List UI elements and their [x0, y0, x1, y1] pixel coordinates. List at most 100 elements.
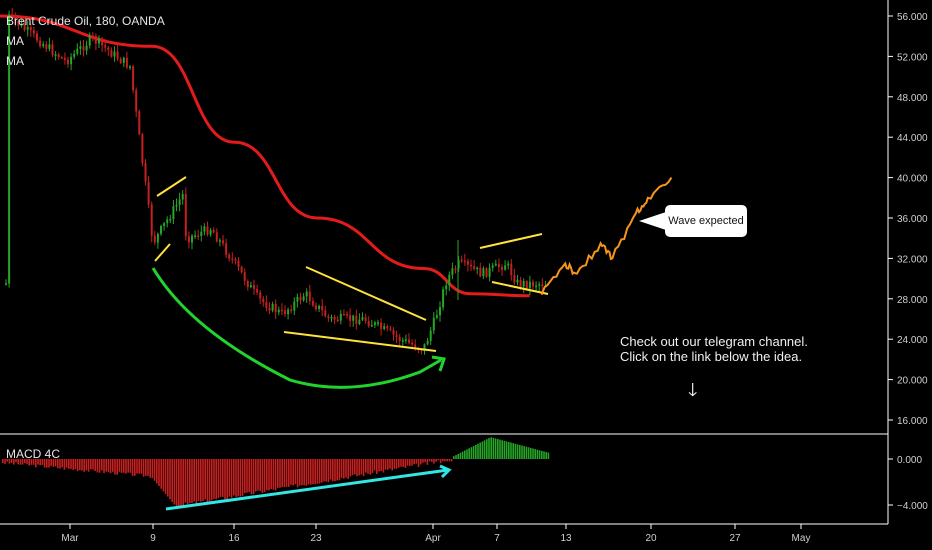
candle-body[interactable]	[14, 15, 17, 21]
candle-body[interactable]	[8, 14, 11, 284]
channel-bottom-line[interactable]	[491, 281, 549, 295]
candle-body[interactable]	[392, 329, 395, 335]
candle-body[interactable]	[163, 223, 166, 227]
candle-body[interactable]	[494, 263, 497, 266]
candle-body[interactable]	[448, 274, 451, 286]
candle-body[interactable]	[367, 320, 370, 326]
candle-body[interactable]	[352, 315, 355, 321]
macd-divergence-arrow[interactable]	[165, 468, 449, 511]
wedge-top-line[interactable]	[305, 266, 427, 321]
candle-body[interactable]	[333, 317, 336, 320]
indicator-ma-2[interactable]: MA	[6, 54, 24, 68]
candle-body[interactable]	[110, 50, 113, 57]
candle-body[interactable]	[82, 46, 85, 51]
time-axis[interactable]: Mar 9 16 23 Apr 7 13 20 27 May	[61, 524, 810, 544]
candle-body[interactable]	[132, 66, 135, 91]
candle-body[interactable]	[389, 328, 392, 331]
candle-body[interactable]	[169, 219, 172, 221]
candle-body[interactable]	[191, 235, 193, 243]
candle-body[interactable]	[70, 56, 73, 65]
candle-body[interactable]	[411, 342, 414, 345]
candle-body[interactable]	[346, 314, 348, 316]
candle-body[interactable]	[435, 315, 438, 318]
candle-body[interactable]	[364, 317, 367, 321]
candle-body[interactable]	[88, 35, 91, 46]
candle-body[interactable]	[76, 48, 79, 54]
candle-body[interactable]	[101, 38, 104, 46]
candle-body[interactable]	[243, 272, 246, 281]
flag-bottom-line[interactable]	[154, 243, 171, 262]
candle-body[interactable]	[42, 44, 45, 47]
candle-body[interactable]	[541, 284, 544, 287]
candle-body[interactable]	[135, 90, 138, 112]
candle-body[interactable]	[336, 319, 339, 322]
candle-body[interactable]	[349, 314, 352, 321]
candle-body[interactable]	[507, 263, 510, 266]
candle-body[interactable]	[538, 284, 541, 286]
candle-body[interactable]	[470, 264, 472, 267]
candle-body[interactable]	[491, 265, 494, 268]
candle-body[interactable]	[395, 334, 398, 337]
wedge-bottom-line[interactable]	[283, 331, 437, 352]
candle-body[interactable]	[240, 266, 243, 273]
candle-body[interactable]	[497, 263, 500, 268]
candle-body[interactable]	[73, 53, 76, 57]
candle-body[interactable]	[54, 54, 57, 56]
candle-body[interactable]	[463, 260, 466, 263]
candle-body[interactable]	[373, 322, 376, 326]
candle-body[interactable]	[290, 309, 293, 311]
candle-body[interactable]	[423, 344, 426, 352]
candle-body[interactable]	[510, 263, 513, 276]
candle-body[interactable]	[51, 44, 54, 55]
candle-body[interactable]	[11, 14, 14, 16]
candle-body[interactable]	[473, 266, 476, 269]
candlestick-series[interactable]	[5, 8, 547, 355]
candle-body[interactable]	[432, 317, 435, 331]
candle-body[interactable]	[116, 51, 119, 59]
candle-body[interactable]	[532, 281, 534, 287]
candle-body[interactable]	[138, 111, 141, 135]
pattern-drawings[interactable]	[154, 176, 549, 352]
candle-body[interactable]	[228, 254, 231, 259]
candle-body[interactable]	[94, 35, 97, 44]
candle-body[interactable]	[212, 230, 215, 233]
candle-body[interactable]	[380, 322, 383, 329]
candle-body[interactable]	[237, 260, 240, 267]
candle-body[interactable]	[67, 59, 69, 65]
candle-body[interactable]	[398, 336, 401, 341]
candle-body[interactable]	[426, 340, 429, 345]
candle-body[interactable]	[299, 296, 302, 301]
candle-body[interactable]	[439, 307, 441, 316]
candle-body[interactable]	[113, 51, 116, 57]
candle-body[interactable]	[5, 283, 7, 286]
candle-body[interactable]	[119, 58, 122, 63]
candle-body[interactable]	[253, 285, 255, 289]
candle-body[interactable]	[45, 44, 48, 49]
rounding-bottom-arc[interactable]	[151, 267, 442, 389]
candle-body[interactable]	[321, 305, 324, 311]
candle-body[interactable]	[308, 291, 311, 301]
candle-body[interactable]	[175, 204, 178, 207]
candle-body[interactable]	[39, 40, 42, 47]
candle-body[interactable]	[98, 38, 100, 44]
candle-body[interactable]	[284, 310, 286, 315]
price-axis[interactable]: 56.000 52.000 48.000 44.000 40.000 36.000 32.0…	[888, 12, 928, 427]
candle-body[interactable]	[516, 279, 519, 283]
candle-body[interactable]	[383, 326, 386, 329]
candle-body[interactable]	[150, 204, 153, 236]
candle-body[interactable]	[287, 309, 290, 315]
candle-body[interactable]	[206, 226, 209, 235]
wave-expected-callout[interactable]: Wave expected	[665, 205, 747, 237]
candle-body[interactable]	[147, 181, 150, 205]
candle-body[interactable]	[249, 285, 252, 288]
candle-body[interactable]	[194, 235, 197, 237]
macd-indicator-title[interactable]: MACD 4C	[6, 447, 61, 461]
candle-body[interactable]	[85, 45, 88, 51]
candle-body[interactable]	[17, 20, 20, 26]
candle-body[interactable]	[32, 30, 35, 34]
candle-body[interactable]	[355, 315, 358, 324]
candle-body[interactable]	[476, 267, 479, 270]
candle-body[interactable]	[125, 57, 128, 68]
candle-body[interactable]	[488, 267, 491, 277]
